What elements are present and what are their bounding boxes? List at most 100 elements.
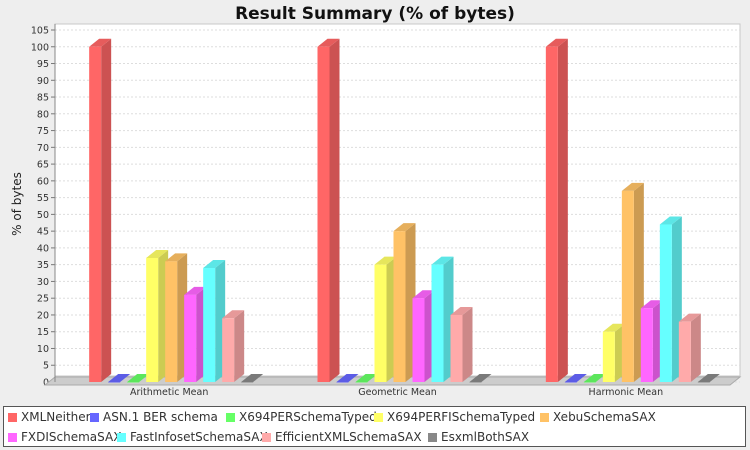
y-tick-label: 75: [37, 126, 49, 137]
y-axis-label: % of bytes: [10, 172, 24, 236]
bar-front: [355, 382, 368, 383]
legend-item: ASN.1 BER schema: [90, 409, 218, 425]
bar-top: [697, 374, 720, 382]
bar-side: [101, 38, 112, 383]
legend-swatch: [90, 412, 99, 422]
y-tick-label: 65: [37, 160, 49, 171]
bar-front: [469, 382, 482, 383]
bar-front: [317, 46, 330, 383]
bar: [412, 290, 435, 382]
bar-top: [127, 374, 150, 382]
bar: [317, 38, 340, 383]
bar-front: [621, 190, 634, 382]
legend-item: EfficientXMLSchemaSAX: [262, 429, 422, 445]
bar-top: [583, 374, 606, 382]
bar: [165, 253, 188, 382]
y-tick-label: 55: [37, 193, 49, 204]
legend-label: FXDISchemaSAX: [21, 430, 122, 444]
bar-side: [234, 310, 245, 382]
bar-top: [203, 260, 226, 269]
bar-top: [678, 313, 701, 322]
legend-item: X694PERFISchemaTyped: [374, 409, 535, 425]
legend-swatch: [374, 412, 383, 422]
bar: [203, 260, 226, 382]
bar-top: [222, 310, 245, 319]
legend-swatch: [8, 412, 17, 422]
bar-top: [317, 38, 340, 47]
y-tick-label: 100: [31, 42, 49, 53]
y-tick-label: 85: [37, 93, 49, 104]
bar: [678, 313, 701, 382]
bar: [89, 38, 112, 383]
bar-top: [241, 374, 264, 382]
bar: [374, 256, 397, 382]
bar: [241, 374, 264, 383]
bar-top: [431, 256, 454, 265]
bar-top: [146, 249, 169, 258]
bar: [469, 374, 492, 383]
bar: [583, 374, 606, 383]
bar-top: [621, 182, 644, 191]
bar: [127, 374, 150, 383]
bar-front: [146, 257, 159, 382]
y-tick-label: 25: [37, 294, 49, 305]
x-tick-label: Arithmetic Mean: [130, 387, 208, 398]
y-tick-label: 35: [37, 260, 49, 271]
bar-front: [412, 298, 425, 382]
bar-front: [374, 264, 387, 382]
y-tick-label: 5: [43, 361, 49, 372]
bar: [564, 374, 587, 383]
legend-swatch: [226, 412, 235, 422]
bar-top: [355, 374, 378, 382]
y-tick-label: 20: [37, 310, 49, 321]
bar-front: [89, 46, 102, 383]
bar: [431, 256, 454, 382]
bar-front: [127, 382, 140, 383]
bar-side: [557, 38, 568, 383]
bar: [355, 374, 378, 383]
bar-top: [659, 216, 682, 225]
legend-swatch: [428, 432, 437, 442]
legend-label: FastInfosetSchemaSAX: [130, 430, 268, 444]
bar-front: [108, 382, 121, 383]
legend-swatch: [262, 432, 271, 442]
bar: [450, 306, 473, 382]
bar-front: [431, 264, 444, 382]
y-tick-label: 80: [37, 109, 49, 120]
bar-front: [222, 318, 235, 382]
y-tick-label: 70: [37, 143, 49, 154]
y-tick-label: 45: [37, 227, 49, 238]
legend-label: EsxmlBothSAX: [441, 430, 530, 444]
bar-front: [602, 331, 615, 382]
legend-item: FastInfosetSchemaSAX: [117, 429, 268, 445]
bar-front: [393, 231, 406, 382]
y-tick-label: 10: [37, 344, 49, 355]
legend-item: XMLNeither: [8, 409, 91, 425]
bar-front: [564, 382, 577, 383]
bar: [697, 374, 720, 383]
chart-legend: XMLNeither ASN.1 BER schema X694PERSchemaT…: [3, 406, 746, 447]
legend-item: X694PERSchemaTyped: [226, 409, 377, 425]
legend-label: X694PERSchemaTyped: [239, 410, 377, 424]
bar: [659, 216, 682, 382]
y-tick-label: 50: [37, 210, 49, 221]
chart-title: Result Summary (% of bytes): [235, 4, 515, 24]
bar-top: [89, 38, 112, 47]
bar-top: [108, 374, 131, 382]
bar-top: [640, 300, 663, 309]
legend-label: ASN.1 BER schema: [103, 410, 218, 424]
bar: [545, 38, 568, 383]
bar-front: [241, 382, 254, 383]
bar-side: [329, 38, 340, 383]
x-tick-label: Harmonic Mean: [589, 387, 664, 398]
bar-front: [184, 294, 197, 382]
bar-top: [393, 223, 416, 232]
bar-front: [583, 382, 596, 383]
bar-front: [640, 308, 653, 382]
y-tick-label: 90: [37, 76, 49, 87]
bar-front: [678, 321, 691, 382]
y-tick-label: 40: [37, 243, 49, 254]
bar-top: [450, 306, 473, 315]
legend-item: EsxmlBothSAX: [428, 429, 529, 445]
